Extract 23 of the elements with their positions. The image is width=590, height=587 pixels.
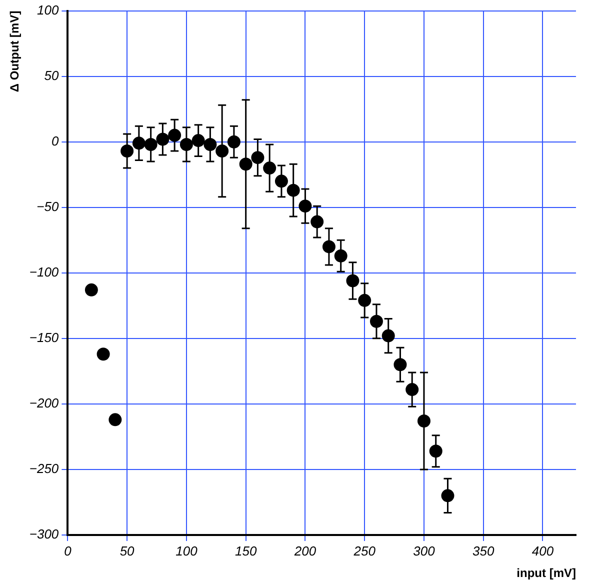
y-tick-label: −200 (29, 396, 60, 411)
y-tick-label: −150 (29, 330, 60, 346)
x-axis-title: input [mV] (516, 566, 576, 580)
x-tick-label: 400 (532, 543, 554, 558)
y-tick-label: −50 (36, 198, 60, 214)
point (84, 283, 98, 296)
y-tick-label: 0 (51, 133, 60, 148)
y-tick-label: −300 (29, 526, 60, 542)
y-axis-title: Δ Output [mV] (8, 10, 22, 92)
x-tick-label: 50 (120, 543, 136, 558)
x-tick-label: 250 (352, 543, 376, 558)
x-tick-label: 200 (293, 543, 317, 558)
point (108, 413, 122, 426)
x-tick-label: 100 (176, 543, 198, 558)
y-tick-label: 50 (44, 68, 60, 83)
point (96, 348, 110, 361)
y-tick-label: −250 (29, 461, 60, 476)
y-tick-label: 100 (36, 2, 60, 18)
x-tick-label: 150 (234, 543, 258, 558)
x-tick-label: 0 (64, 543, 72, 558)
x-tick-label: 300 (413, 543, 436, 558)
x-tick-label: 350 (472, 543, 495, 558)
y-tick-label: −100 (29, 264, 60, 280)
